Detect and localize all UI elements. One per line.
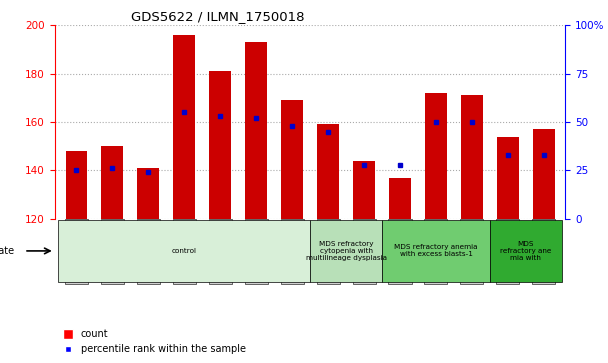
Bar bbox=[173, 35, 195, 219]
FancyBboxPatch shape bbox=[533, 219, 555, 284]
FancyBboxPatch shape bbox=[58, 220, 310, 282]
Legend: count, percentile rank within the sample: count, percentile rank within the sample bbox=[60, 326, 250, 358]
FancyBboxPatch shape bbox=[490, 220, 562, 282]
Text: disease state: disease state bbox=[0, 246, 14, 256]
Bar bbox=[246, 42, 267, 219]
FancyBboxPatch shape bbox=[460, 219, 483, 284]
FancyBboxPatch shape bbox=[137, 219, 160, 284]
Text: GDS5622 / ILMN_1750018: GDS5622 / ILMN_1750018 bbox=[131, 10, 305, 23]
Text: MDS
refractory ane
mia with: MDS refractory ane mia with bbox=[500, 241, 551, 261]
Bar bbox=[282, 100, 303, 219]
Text: control: control bbox=[171, 248, 197, 254]
FancyBboxPatch shape bbox=[382, 220, 490, 282]
FancyBboxPatch shape bbox=[209, 219, 232, 284]
Bar bbox=[102, 146, 123, 219]
Text: MDS refractory anemia
with excess blasts-1: MDS refractory anemia with excess blasts… bbox=[394, 244, 478, 257]
FancyBboxPatch shape bbox=[280, 219, 303, 284]
FancyBboxPatch shape bbox=[101, 219, 124, 284]
Bar bbox=[497, 136, 519, 219]
Bar bbox=[461, 95, 483, 219]
FancyBboxPatch shape bbox=[244, 219, 268, 284]
FancyBboxPatch shape bbox=[496, 219, 519, 284]
FancyBboxPatch shape bbox=[353, 219, 376, 284]
Bar bbox=[533, 129, 554, 219]
FancyBboxPatch shape bbox=[424, 219, 447, 284]
Bar bbox=[66, 151, 87, 219]
FancyBboxPatch shape bbox=[310, 220, 382, 282]
Bar bbox=[317, 125, 339, 219]
FancyBboxPatch shape bbox=[173, 219, 196, 284]
FancyBboxPatch shape bbox=[65, 219, 88, 284]
FancyBboxPatch shape bbox=[389, 219, 412, 284]
FancyBboxPatch shape bbox=[317, 219, 340, 284]
Bar bbox=[353, 161, 375, 219]
Text: MDS refractory
cytopenia with
multilineage dysplasia: MDS refractory cytopenia with multilinea… bbox=[306, 241, 387, 261]
Bar bbox=[425, 93, 447, 219]
Bar bbox=[137, 168, 159, 219]
Bar bbox=[209, 71, 231, 219]
Bar bbox=[389, 178, 411, 219]
